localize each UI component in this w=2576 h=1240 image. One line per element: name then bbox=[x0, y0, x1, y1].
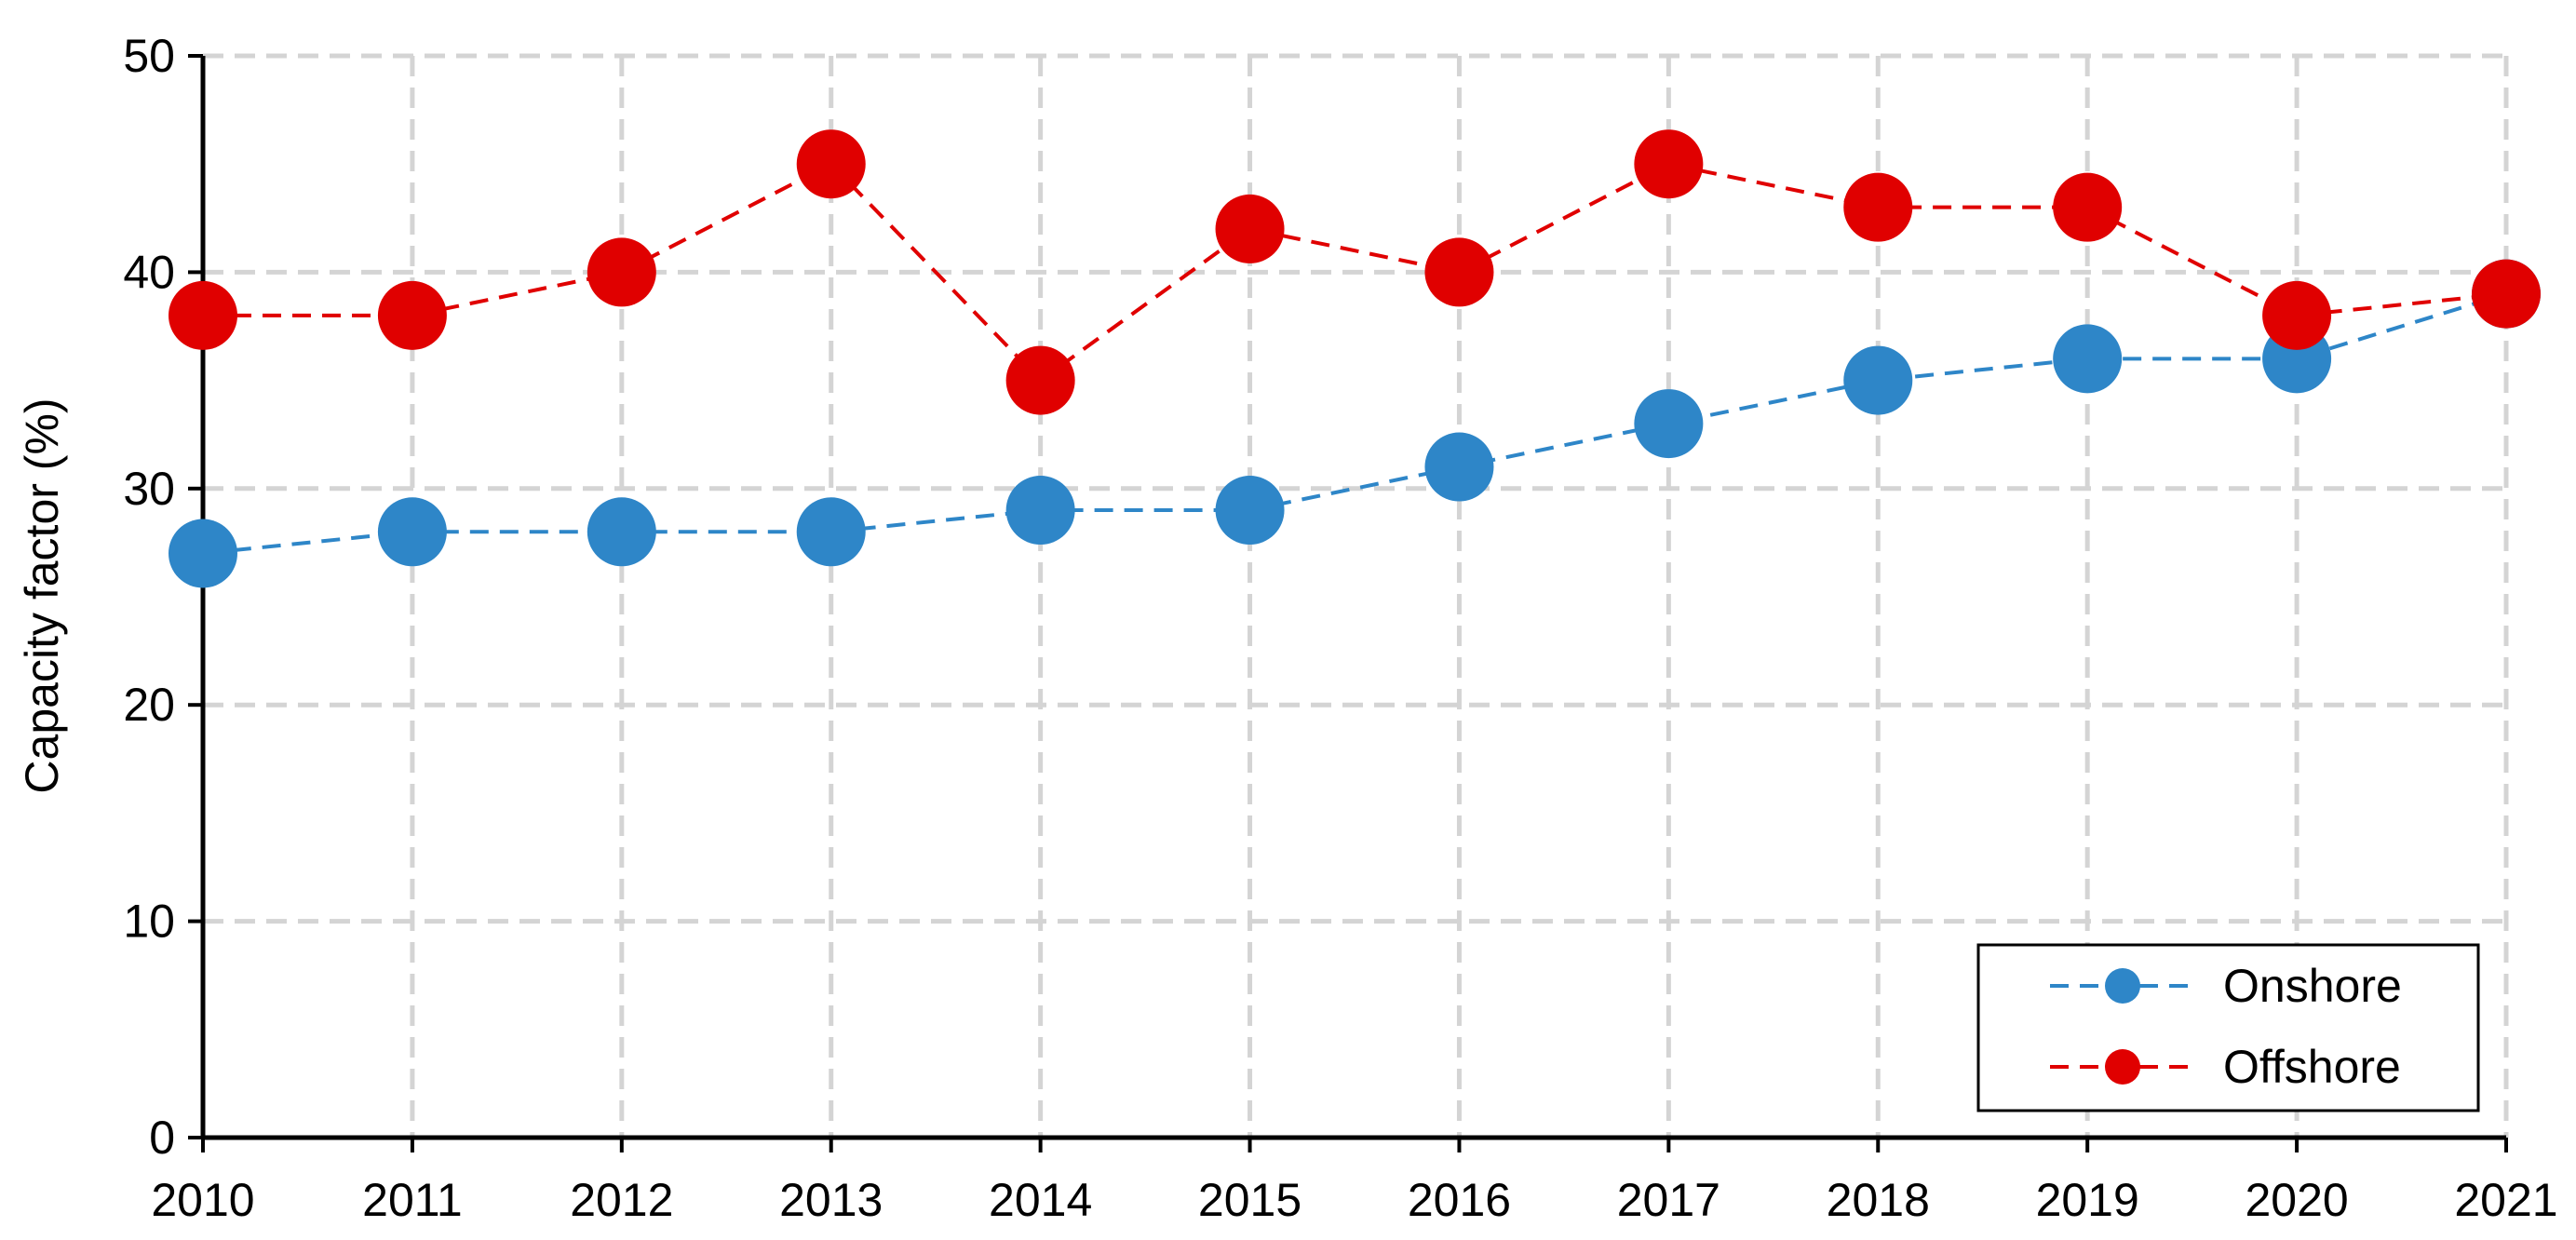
x-tick-label: 2019 bbox=[2036, 1174, 2139, 1226]
data-point-offshore bbox=[377, 280, 447, 350]
legend-marker-offshore bbox=[2105, 1049, 2140, 1085]
legend: Onshore Offshore bbox=[1976, 943, 2480, 1112]
y-axis-title: Capacity factor (%) bbox=[16, 398, 68, 793]
legend-marker-onshore bbox=[2105, 968, 2140, 1004]
x-tick-label: 2017 bbox=[1617, 1174, 1720, 1226]
data-point-offshore bbox=[2053, 172, 2123, 242]
y-tick-label: 20 bbox=[123, 679, 175, 731]
x-tick-label: 2012 bbox=[570, 1174, 673, 1226]
data-point-onshore bbox=[2053, 324, 2123, 394]
legend-box bbox=[1976, 943, 2480, 1112]
data-point-offshore bbox=[587, 237, 656, 307]
grid-lines bbox=[203, 53, 2509, 1138]
y-tick-label: 10 bbox=[123, 896, 175, 948]
data-point-onshore bbox=[1843, 345, 1913, 415]
x-tick-label: 2016 bbox=[1408, 1174, 1511, 1226]
x-tick-label: 2013 bbox=[779, 1174, 883, 1226]
y-tick-label: 0 bbox=[149, 1112, 175, 1164]
data-point-onshore bbox=[1634, 389, 1704, 459]
data-point-onshore bbox=[587, 497, 656, 567]
data-point-onshore bbox=[1215, 476, 1285, 546]
legend-label-offshore: Offshore bbox=[2223, 1041, 2401, 1093]
data-point-offshore bbox=[1634, 129, 1704, 199]
data-point-offshore bbox=[1005, 345, 1075, 415]
x-tick-label: 2018 bbox=[1827, 1174, 1930, 1226]
y-tick-label: 50 bbox=[123, 30, 175, 82]
x-tick-label: 2021 bbox=[2454, 1174, 2557, 1226]
series-line-onshore bbox=[202, 291, 2507, 556]
data-point-offshore bbox=[2262, 280, 2332, 350]
data-point-onshore bbox=[1424, 432, 1494, 502]
data-point-offshore bbox=[169, 280, 237, 350]
data-point-onshore bbox=[169, 519, 237, 588]
data-point-offshore bbox=[1424, 237, 1494, 307]
data-point-offshore bbox=[796, 129, 866, 199]
x-tick-label: 2014 bbox=[989, 1174, 1092, 1226]
data-point-offshore bbox=[1215, 194, 1285, 263]
series-line-offshore bbox=[203, 161, 2507, 384]
data-point-onshore bbox=[796, 497, 866, 567]
y-tick-label: 30 bbox=[123, 463, 175, 515]
data-point-onshore bbox=[1005, 476, 1075, 546]
x-tick-label: 2020 bbox=[2245, 1174, 2348, 1226]
x-tick-label: 2010 bbox=[151, 1174, 254, 1226]
legend-label-onshore: Onshore bbox=[2223, 960, 2402, 1012]
data-point-onshore bbox=[377, 497, 447, 567]
x-tick-label: 2015 bbox=[1198, 1174, 1301, 1226]
data-point-offshore bbox=[2472, 259, 2541, 329]
axes bbox=[188, 54, 2508, 1152]
series-layer bbox=[169, 129, 2541, 588]
x-tick-label: 2011 bbox=[362, 1174, 463, 1226]
data-point-offshore bbox=[1843, 172, 1913, 242]
tick-labels: 0 10 20 30 40 50 2010 2011 2012 2013 2014 2015 2016 2… bbox=[123, 30, 2557, 1226]
y-tick-label: 40 bbox=[123, 246, 175, 298]
